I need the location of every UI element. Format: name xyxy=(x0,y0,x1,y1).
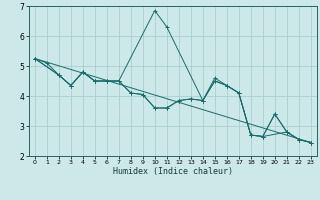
X-axis label: Humidex (Indice chaleur): Humidex (Indice chaleur) xyxy=(113,167,233,176)
